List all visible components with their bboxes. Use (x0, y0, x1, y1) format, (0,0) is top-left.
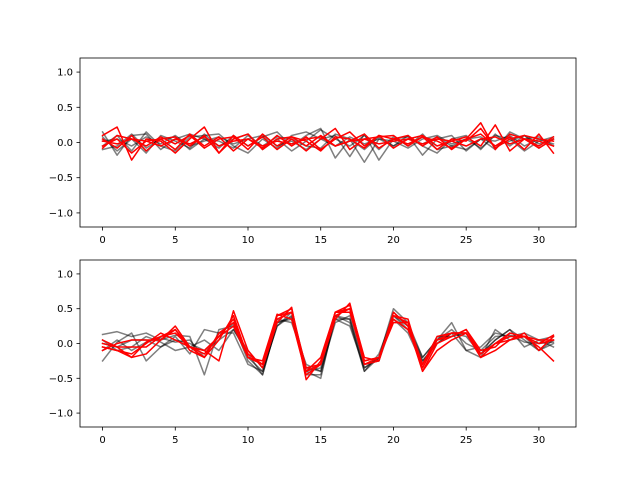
y-tick-label: 0.0 (57, 339, 73, 350)
y-tick-label: −1.0 (49, 409, 73, 420)
red-series-line-8 (101, 127, 555, 152)
y-tick-label: −0.5 (49, 374, 73, 385)
x-tick-label: 10 (242, 435, 255, 446)
series-group (101, 122, 555, 163)
x-tick-label: 5 (172, 435, 178, 446)
x-tick-label: 20 (387, 435, 400, 446)
x-tick-label: 15 (314, 235, 327, 246)
x-tick-label: 5 (172, 235, 178, 246)
y-tick-label: 1.0 (57, 68, 73, 79)
x-tick-label: 0 (99, 235, 105, 246)
y-tick-label: 0.5 (57, 304, 73, 315)
red-series-line-9 (101, 307, 555, 373)
x-tick-label: 20 (387, 235, 400, 246)
y-tick-label: −1.0 (49, 208, 73, 219)
x-tick-label: 15 (314, 435, 327, 446)
bottom-subplot: 0 5 10 15 20 25 30 −1.0 −0.5 0.0 0.5 1.0 (49, 259, 577, 446)
y-tick-label: 1.0 (57, 269, 73, 280)
series-group (101, 302, 555, 381)
x-tick-label: 10 (242, 235, 255, 246)
x-tick-label: 30 (533, 435, 546, 446)
y-tick-label: 0.5 (57, 103, 73, 114)
red-series-line-5 (101, 122, 555, 161)
red-series-line-9 (101, 136, 555, 147)
x-tick-label: 25 (460, 435, 473, 446)
x-tick-label: 30 (533, 235, 546, 246)
red-series-line-7 (101, 307, 555, 373)
x-tick-label: 0 (99, 435, 105, 446)
top-subplot: 0 5 10 15 20 25 30 −1.0 −0.5 0.0 0.5 1.0 (49, 57, 577, 246)
y-tick-label: −0.5 (49, 173, 73, 184)
gray-series-line-3 (101, 134, 555, 151)
y-tick-label: 0.0 (57, 138, 73, 149)
x-tick-label: 25 (460, 235, 473, 246)
